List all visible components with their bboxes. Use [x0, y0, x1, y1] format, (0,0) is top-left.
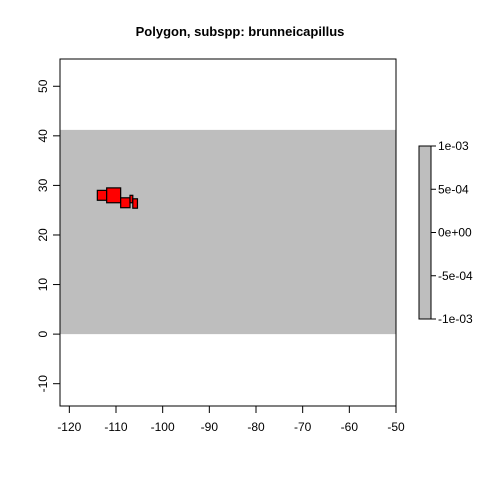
x-tick-label: -80: [247, 420, 265, 434]
raster-layer: [60, 129, 396, 335]
y-tick-label: 30: [36, 178, 50, 192]
polygon-cell: [106, 187, 122, 204]
x-tick-label: -60: [341, 420, 359, 434]
polygon-layer: [96, 187, 139, 209]
legend-tick-label: 0e+00: [438, 226, 472, 240]
legend-color-bar: [418, 145, 432, 320]
color-legend: -1e-03 -5e-04 0e+00 5e-04 1e-03: [418, 139, 473, 326]
legend-tick-label: -1e-03: [438, 312, 473, 326]
polygon-cell: [132, 198, 139, 209]
legend-tick-label: 5e-04: [438, 182, 469, 196]
x-tick-label: -50: [387, 420, 405, 434]
y-tick-label: 50: [36, 79, 50, 93]
x-tick-label: -120: [57, 420, 81, 434]
x-tick-label: -100: [151, 420, 175, 434]
x-axis: -120 -110 -100 -90 -80 -70 -60 -50: [57, 405, 405, 434]
polygon-cell: [120, 197, 131, 209]
y-axis: -10 0 10 20 30 40 50: [36, 79, 61, 393]
polygon-cell: [96, 189, 108, 201]
x-tick-label: -110: [104, 420, 127, 434]
y-tick-label: 0: [36, 330, 50, 337]
y-tick-label: -10: [36, 375, 50, 393]
legend-tick-label: -5e-04: [438, 269, 473, 283]
x-tick-label: -90: [201, 420, 219, 434]
y-tick-label: 20: [36, 228, 50, 242]
y-tick-label: 40: [36, 129, 50, 143]
plot-title: Polygon, subspp: brunneicapillus: [136, 24, 345, 39]
legend-tick-label: 1e-03: [438, 139, 469, 153]
x-tick-label: -70: [294, 420, 312, 434]
raster-band: [60, 129, 396, 335]
y-tick-label: 10: [36, 278, 50, 292]
